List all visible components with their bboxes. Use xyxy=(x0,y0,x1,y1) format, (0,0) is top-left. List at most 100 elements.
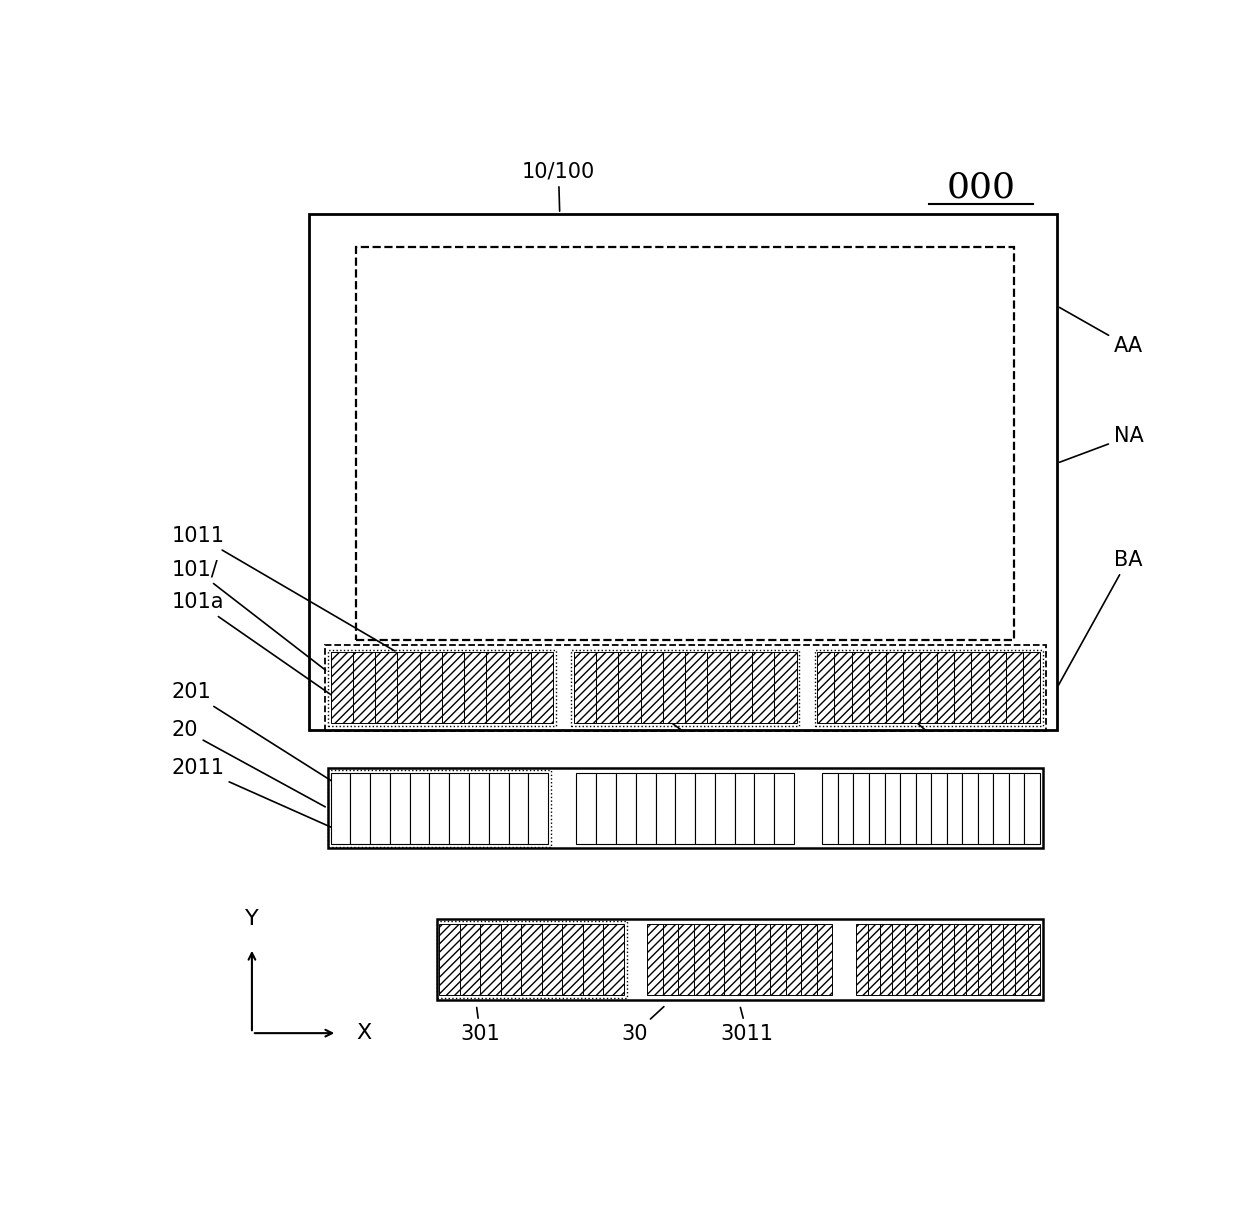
Text: 101/: 101/ xyxy=(171,560,325,670)
Bar xyxy=(449,772,469,844)
Bar xyxy=(915,772,931,844)
Bar xyxy=(596,772,616,844)
Bar xyxy=(676,772,696,844)
Text: 101a: 101a xyxy=(171,592,340,701)
Bar xyxy=(941,924,954,995)
Bar xyxy=(816,924,832,995)
Text: BA: BA xyxy=(1058,550,1142,685)
Bar xyxy=(993,772,1009,844)
Bar xyxy=(693,924,709,995)
Bar xyxy=(574,652,596,723)
Bar xyxy=(436,921,626,998)
Bar xyxy=(429,772,449,844)
Bar xyxy=(389,772,409,844)
Text: 000: 000 xyxy=(946,171,1016,204)
Text: 1011: 1011 xyxy=(171,526,394,651)
Bar xyxy=(709,924,724,995)
Bar xyxy=(966,924,978,995)
Bar xyxy=(988,652,1006,723)
Text: NA: NA xyxy=(1059,427,1143,462)
Bar xyxy=(327,768,1043,849)
Bar xyxy=(978,772,993,844)
Bar xyxy=(734,772,754,844)
Bar xyxy=(480,924,501,995)
Bar xyxy=(880,924,893,995)
Bar xyxy=(903,652,920,723)
Bar xyxy=(852,652,869,723)
Bar xyxy=(835,652,852,723)
Bar xyxy=(528,772,548,844)
Bar xyxy=(663,652,686,723)
Text: 301: 301 xyxy=(460,1007,500,1044)
Bar xyxy=(815,649,1043,726)
Bar xyxy=(464,652,486,723)
Bar xyxy=(583,924,604,995)
Bar xyxy=(577,772,596,844)
Bar xyxy=(786,924,801,995)
Bar xyxy=(884,772,900,844)
Bar xyxy=(356,247,1014,640)
Bar xyxy=(856,924,868,995)
Bar xyxy=(1009,772,1024,844)
Bar xyxy=(905,924,918,995)
Bar xyxy=(931,772,946,844)
Bar xyxy=(946,772,962,844)
Bar xyxy=(893,924,905,995)
Bar xyxy=(542,924,563,995)
Bar xyxy=(397,652,419,723)
Bar xyxy=(439,924,460,995)
Bar xyxy=(978,924,991,995)
Bar xyxy=(900,772,915,844)
Text: 101b: 101b xyxy=(579,664,683,732)
Bar xyxy=(374,652,397,723)
Bar xyxy=(489,772,508,844)
Bar xyxy=(469,772,489,844)
Text: 10/100: 10/100 xyxy=(522,161,595,212)
Bar xyxy=(770,924,786,995)
Bar xyxy=(327,649,556,726)
Bar xyxy=(619,652,641,723)
Bar xyxy=(724,924,740,995)
Bar xyxy=(486,652,508,723)
Bar xyxy=(918,924,929,995)
Bar xyxy=(729,652,751,723)
Bar xyxy=(774,772,794,844)
Bar xyxy=(920,652,937,723)
Bar xyxy=(353,652,374,723)
Bar xyxy=(508,652,531,723)
Bar xyxy=(641,652,663,723)
Bar xyxy=(596,652,619,723)
Bar xyxy=(1003,924,1016,995)
Bar xyxy=(715,772,734,844)
Bar xyxy=(531,652,553,723)
Bar xyxy=(686,652,708,723)
Text: Y: Y xyxy=(246,909,259,929)
Text: 101c: 101c xyxy=(835,664,926,731)
Text: 3011: 3011 xyxy=(720,1007,774,1044)
Bar xyxy=(351,772,370,844)
Bar xyxy=(441,652,464,723)
Bar xyxy=(663,924,678,995)
Bar xyxy=(696,772,715,844)
Bar xyxy=(436,920,1043,1000)
Bar xyxy=(1028,924,1040,995)
Bar xyxy=(325,645,1045,731)
Bar xyxy=(853,772,869,844)
Bar xyxy=(331,772,351,844)
Bar xyxy=(678,924,693,995)
Bar xyxy=(822,772,838,844)
Bar xyxy=(636,772,656,844)
Bar xyxy=(971,652,988,723)
Bar xyxy=(563,924,583,995)
Bar xyxy=(616,772,636,844)
Bar xyxy=(604,924,624,995)
Bar xyxy=(460,924,480,995)
Bar xyxy=(409,772,429,844)
Bar xyxy=(370,772,389,844)
Text: 30: 30 xyxy=(621,1006,663,1044)
Bar xyxy=(751,652,774,723)
Bar xyxy=(754,772,774,844)
Bar xyxy=(647,924,663,995)
Bar xyxy=(774,652,796,723)
Bar xyxy=(991,924,1003,995)
